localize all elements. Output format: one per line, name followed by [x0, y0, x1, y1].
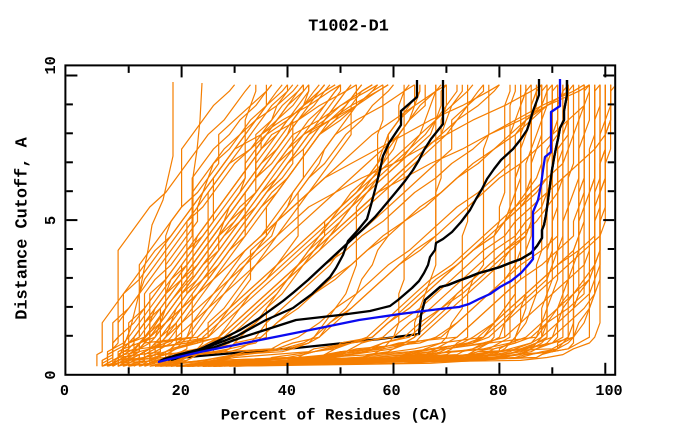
- svg-text:5: 5: [42, 216, 60, 225]
- svg-text:Percent of Residues (CA): Percent of Residues (CA): [221, 407, 449, 425]
- svg-text:0: 0: [42, 370, 60, 379]
- svg-text:0: 0: [60, 382, 69, 400]
- svg-text:T1002-D1: T1002-D1: [308, 18, 389, 37]
- svg-text:10: 10: [42, 56, 60, 74]
- svg-text:40: 40: [278, 382, 296, 400]
- svg-text:20: 20: [172, 382, 190, 400]
- svg-text:100: 100: [595, 382, 622, 400]
- svg-text:Distance Cutoff, A: Distance Cutoff, A: [14, 136, 33, 319]
- svg-text:80: 80: [489, 382, 507, 400]
- svg-text:60: 60: [382, 382, 400, 400]
